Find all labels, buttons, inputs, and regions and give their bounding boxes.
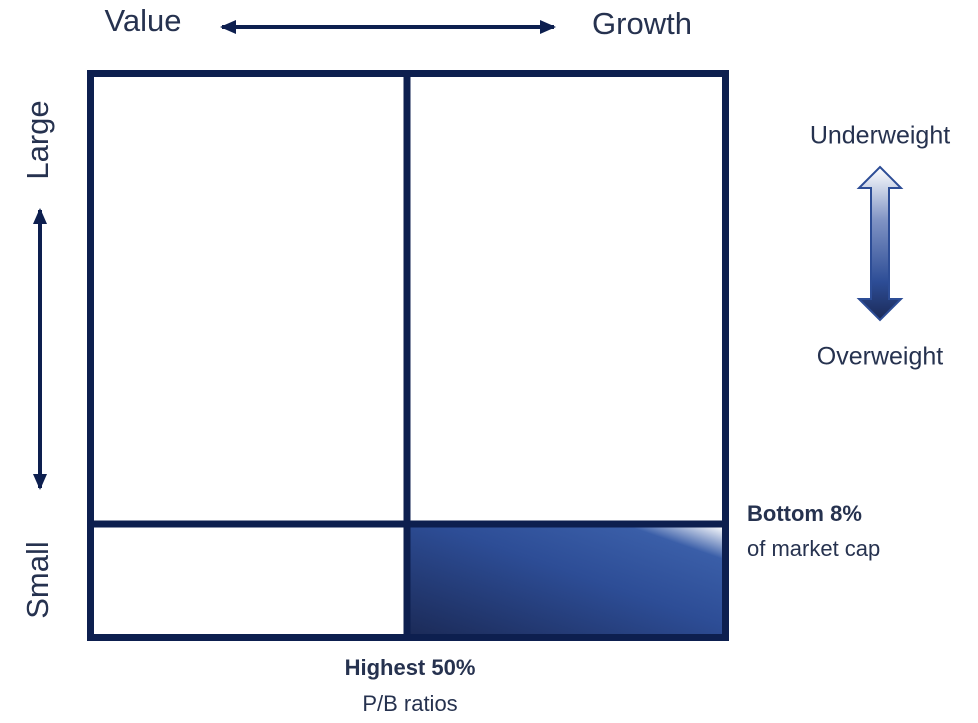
- annotation-bottom-text: P/B ratios: [362, 691, 457, 716]
- annotation-right-text: of market cap: [747, 536, 880, 561]
- weight-arrow: [856, 165, 904, 322]
- axis-label-large: Large: [20, 100, 55, 179]
- axis-label-small: Small: [20, 541, 55, 619]
- scale-label-bottom: Overweight: [817, 343, 943, 371]
- annotation-right-bold: Bottom 8%: [747, 501, 862, 526]
- annotation-bottom-bold: Highest 50%: [345, 655, 476, 680]
- highlighted-cell: [410, 527, 725, 637]
- axis-label-value: Value: [105, 3, 182, 38]
- scale-label-top: Underweight: [810, 122, 950, 150]
- axis-label-growth: Growth: [592, 6, 692, 41]
